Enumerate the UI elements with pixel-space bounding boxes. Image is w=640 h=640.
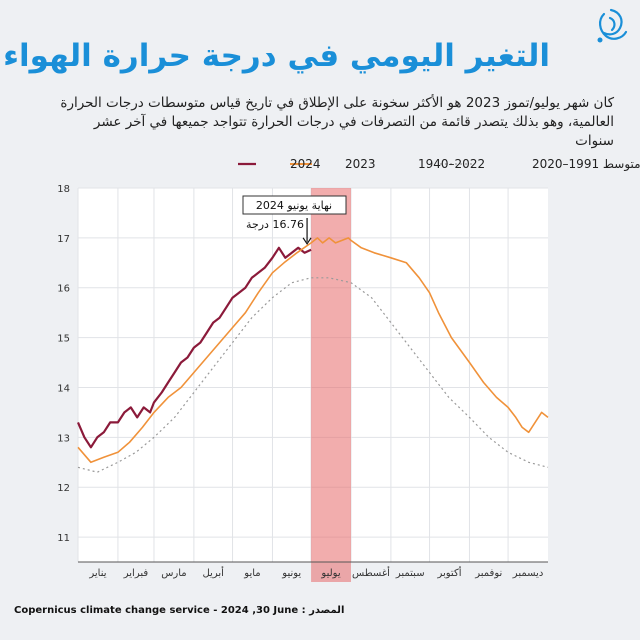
- legend-label-range: 2022–1940: [418, 157, 485, 171]
- y-tick-label: 13: [57, 433, 70, 444]
- y-tick-label: 15: [57, 334, 70, 345]
- x-tick-label: فبراير: [123, 568, 149, 579]
- chart-plot-area: 11 12 13 14 15 16 17 18 يناير فبراير مارس أبريل مايو…: [57, 184, 549, 582]
- y-tick-label: 12: [57, 483, 70, 494]
- annotation-box: [242, 195, 347, 215]
- legend-label-s2023: 2023: [345, 157, 376, 171]
- page-subtitle: كان شهر يوليو/تموز 2023 هو الأكثر سخونة …: [60, 95, 614, 149]
- y-tick-label: 18: [57, 184, 70, 195]
- series-line-avg: [77, 277, 549, 473]
- y-tick-label: 14: [57, 383, 70, 394]
- annotation-value: 16.76 درجة: [246, 218, 304, 231]
- x-tick-label: مايو: [243, 568, 260, 579]
- page-title: التغير اليومي في درجة حرارة الهواء: [3, 38, 550, 74]
- highlight-band: [311, 188, 351, 582]
- x-tick-label: يناير: [88, 568, 106, 579]
- x-tick-label: أبريل: [202, 566, 224, 579]
- y-tick-label: 16: [57, 284, 70, 295]
- x-tick-label: يوليو: [320, 568, 340, 579]
- series-line-s2023: [77, 237, 549, 464]
- series-line-s2024: [76, 246, 312, 449]
- annotation-label: نهاية يونيو 2024: [256, 199, 332, 212]
- legend-label-s2024: 2024: [290, 157, 321, 171]
- chart-legend: متوسط 1991–2020 2022–1940 2023 2024: [238, 157, 640, 172]
- x-tick-label: سبتمبر: [395, 568, 425, 579]
- y-tick-label: 17: [57, 234, 70, 245]
- aljazeera-logo-icon: [597, 8, 628, 43]
- x-tick-label: نوفمبر: [474, 568, 502, 579]
- x-tick-label: أغسطس: [352, 566, 390, 579]
- x-tick-label: يونيو: [281, 568, 301, 579]
- x-tick-label: مارس: [161, 568, 186, 579]
- x-tick-label: ديسمبر: [512, 568, 543, 579]
- annotation-arrow-head: [302, 237, 312, 245]
- x-tick-label: أكتوبر: [436, 566, 461, 579]
- legend-label-avg: متوسط 1991–2020: [532, 157, 640, 172]
- y-tick-label: 11: [57, 533, 70, 544]
- source-credit: Copernicus climate change service - 2024…: [14, 605, 345, 616]
